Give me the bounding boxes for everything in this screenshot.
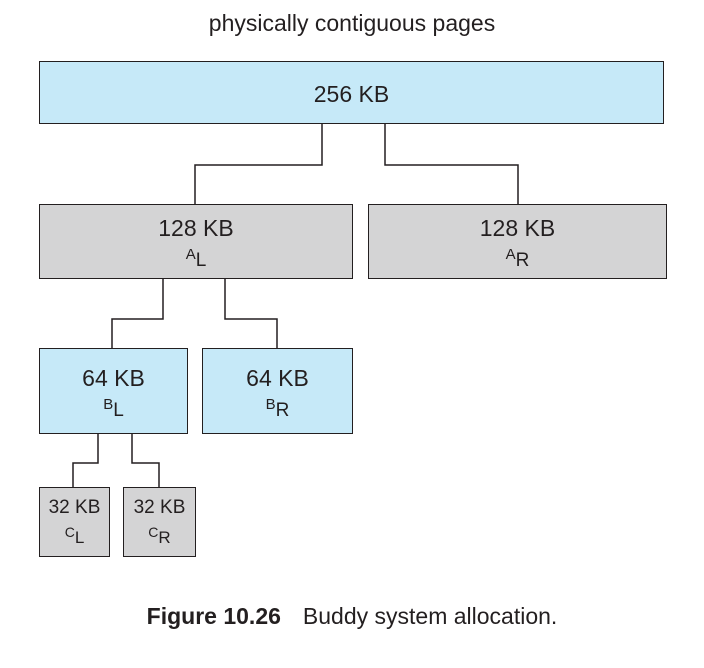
- block-id-subscript: R: [515, 250, 530, 271]
- block-id-letter: C: [148, 524, 159, 540]
- block-size-label: 128 KB: [158, 215, 234, 241]
- block-id-label: CR: [124, 522, 195, 547]
- connector-root-al: [194, 123, 323, 205]
- block-id-subscript: R: [275, 400, 290, 421]
- block-id-letter: A: [185, 246, 196, 263]
- block-id-letter: C: [64, 524, 75, 540]
- block-id-label: BR: [203, 393, 352, 421]
- block-id-label: BL: [40, 393, 187, 421]
- figure-caption: Figure 10.26 Buddy system allocation.: [0, 603, 704, 630]
- block-id-label: AL: [40, 243, 352, 271]
- block-size-label: 64 KB: [82, 365, 145, 391]
- block-id-label: CL: [40, 522, 109, 547]
- block-c-r: 32 KB CR: [123, 487, 196, 557]
- connector-root-ar: [384, 123, 519, 205]
- block-id-letter: B: [265, 396, 276, 413]
- block-size-label: 256 KB: [313, 81, 390, 107]
- diagram-heading: physically contiguous pages: [208, 10, 496, 36]
- connector-bl-cr: [131, 433, 160, 488]
- block-id-letter: B: [103, 396, 114, 413]
- figure-number: Figure 10.26: [146, 603, 281, 629]
- block-id-label: AR: [369, 243, 666, 271]
- block-size-label: 32 KB: [48, 497, 101, 518]
- figure-title: Buddy system allocation.: [302, 603, 558, 629]
- block-id-letter: A: [505, 246, 516, 263]
- connector-bl-cl: [72, 433, 99, 488]
- block-id-subscript: L: [113, 400, 124, 421]
- block-size-label: 32 KB: [133, 497, 186, 518]
- block-size-label: 128 KB: [479, 215, 556, 241]
- block-a-r: 128 KB AR: [368, 204, 667, 279]
- connector-al-bl: [111, 278, 164, 349]
- block-c-l: 32 KB CL: [39, 487, 110, 557]
- block-256kb: 256 KB: [39, 61, 664, 124]
- connector-al-br: [224, 278, 278, 349]
- block-b-l: 64 KB BL: [39, 348, 188, 434]
- block-id-subscript: L: [195, 250, 207, 271]
- block-a-l: 128 KB AL: [39, 204, 353, 279]
- block-id-subscript: R: [158, 528, 171, 547]
- block-b-r: 64 KB BR: [202, 348, 353, 434]
- block-size-label: 64 KB: [246, 365, 309, 391]
- block-id-subscript: L: [74, 528, 85, 547]
